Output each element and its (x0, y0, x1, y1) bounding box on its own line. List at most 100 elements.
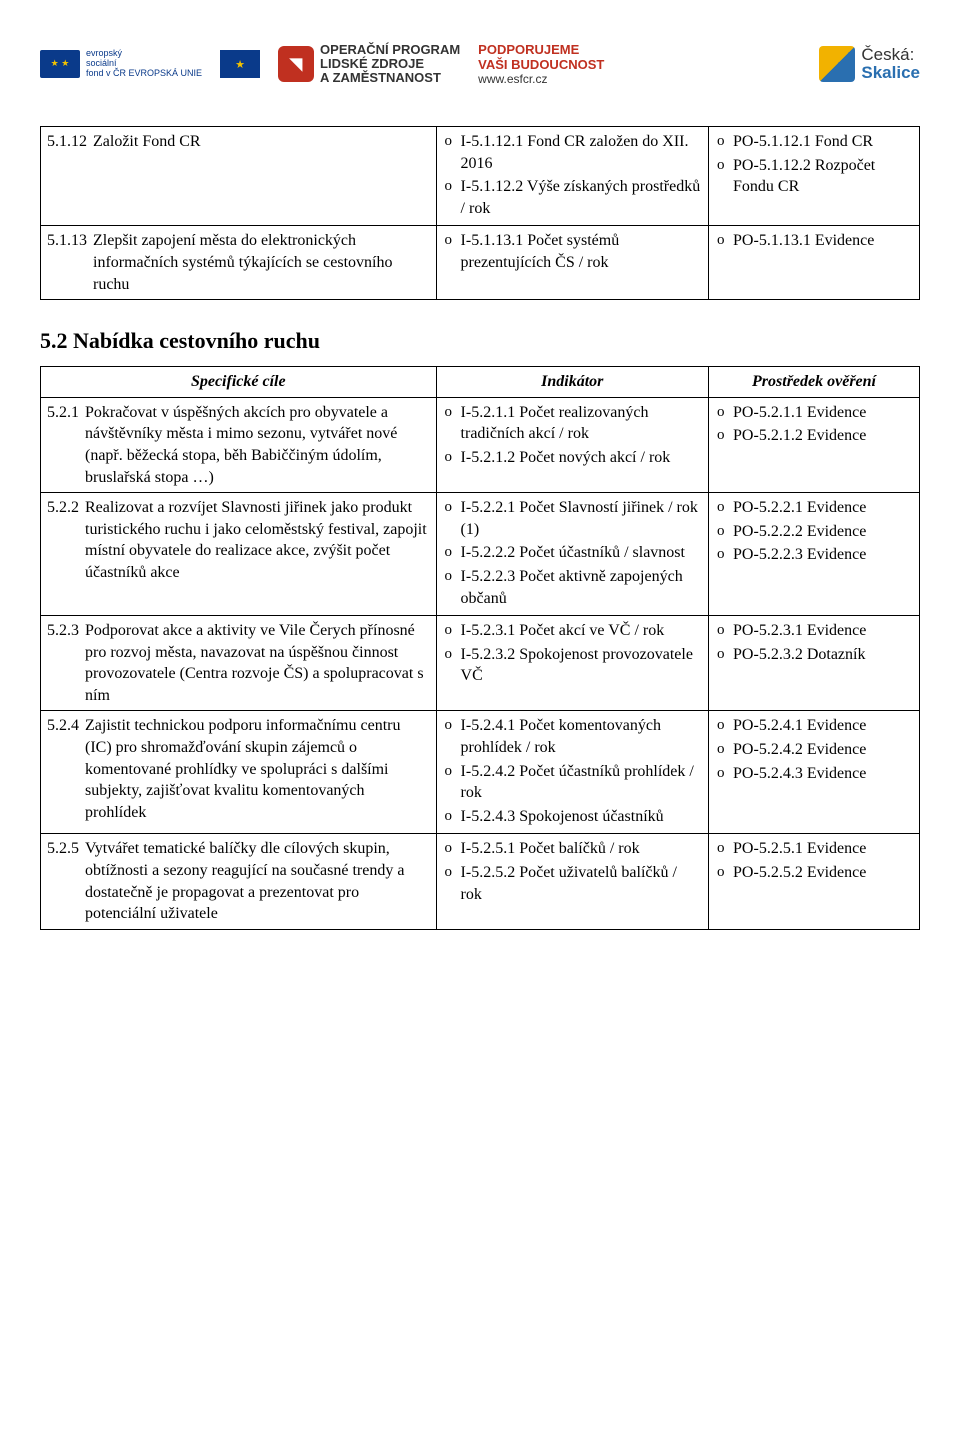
table-row: 5.2.1Pokračovat v úspěšných akcích pro o… (41, 397, 920, 492)
verification-list: PO-5.2.1.1 EvidencePO-5.2.1.2 Evidence (715, 402, 913, 447)
verification-cell: PO-5.2.3.1 EvidencePO-5.2.3.2 Dotazník (709, 616, 920, 711)
goal-description: Podporovat akce a aktivity ve Vile Čeryc… (85, 620, 430, 706)
page: ★ ★ evropský sociální fond v ČR EVROPSKÁ… (0, 0, 960, 970)
pod-line1: PODPORUJEME (478, 42, 604, 57)
verification-item: PO-5.2.2.3 Evidence (715, 544, 913, 566)
indicator-item: I-5.2.2.3 Počet aktivně zapojených občan… (443, 566, 702, 609)
verification-item: PO-5.1.12.1 Fond CR (715, 131, 913, 153)
indicator-item: I-5.2.3.2 Spokojenost provozovatele VČ (443, 644, 702, 687)
verification-item: PO-5.2.2.2 Evidence (715, 521, 913, 543)
pod-line2: VAŠI BUDOUCNOST (478, 57, 604, 72)
table-5-1: 5.1.12Založit Fond CRI-5.1.12.1 Fond CR … (40, 126, 920, 300)
table-5-2-header-row: Specifické cíle Indikátor Prostředek ově… (41, 367, 920, 398)
header-prostredek-overeni: Prostředek ověření (709, 367, 920, 398)
goal-number: 5.2.2 (47, 497, 79, 583)
verification-list: PO-5.1.12.1 Fond CRPO-5.1.12.2 Rozpočet … (715, 131, 913, 198)
verification-item: PO-5.2.3.2 Dotazník (715, 644, 913, 666)
verification-list: PO-5.2.5.1 EvidencePO-5.2.5.2 Evidence (715, 838, 913, 883)
indicator-cell: I-5.2.4.1 Počet komentovaných prohlídek … (436, 711, 708, 834)
skalice-line1: Česká: (861, 46, 920, 64)
verification-item: PO-5.2.2.1 Evidence (715, 497, 913, 519)
goal-description: Zlepšit zapojení města do elektronických… (93, 230, 430, 295)
verification-cell: PO-5.2.5.1 EvidencePO-5.2.5.2 Evidence (709, 834, 920, 929)
indicator-cell: I-5.1.12.1 Fond CR založen do XII. 2016I… (436, 127, 708, 226)
verification-item: PO-5.2.5.1 Evidence (715, 838, 913, 860)
indicator-item: I-5.2.4.1 Počet komentovaných prohlídek … (443, 715, 702, 758)
indicator-list: I-5.1.12.1 Fond CR založen do XII. 2016I… (443, 131, 702, 219)
esf-flag-icon: ★ ★ (40, 50, 80, 78)
indicator-item: I-5.2.5.1 Počet balíčků / rok (443, 838, 702, 860)
indicator-cell: I-5.2.3.1 Počet akcí ve VČ / rokI-5.2.3.… (436, 616, 708, 711)
verification-cell: PO-5.1.13.1 Evidence (709, 226, 920, 300)
table-5-2: Specifické cíle Indikátor Prostředek ově… (40, 366, 920, 930)
goal-cell: 5.1.12Založit Fond CR (41, 127, 437, 226)
goal-cell: 5.2.2Realizovat a rozvíjet Slavnosti jiř… (41, 493, 437, 616)
goal-number: 5.1.13 (47, 230, 87, 295)
esf-logo: ★ ★ evropský sociální fond v ČR EVROPSKÁ… (40, 49, 202, 79)
table-row: 5.2.4Zajistit technickou podporu informa… (41, 711, 920, 834)
logo-bar: ★ ★ evropský sociální fond v ČR EVROPSKÁ… (40, 30, 920, 106)
esf-line3: fond v ČR EVROPSKÁ UNIE (86, 69, 202, 79)
goal-description: Realizovat a rozvíjet Slavnosti jiřinek … (85, 497, 430, 583)
header-specificke-cile: Specifické cíle (41, 367, 437, 398)
esf-logo-text: evropský sociální fond v ČR EVROPSKÁ UNI… (86, 49, 202, 79)
indicator-list: I-5.2.1.1 Počet realizovaných tradičních… (443, 402, 702, 469)
indicator-list: I-5.2.2.1 Počet Slavností jiřinek / rok … (443, 497, 702, 609)
indicator-item: I-5.2.4.2 Počet účastníků prohlídek / ro… (443, 761, 702, 804)
indicator-item: I-5.2.1.2 Počet nových akcí / rok (443, 447, 702, 469)
table-row: 5.2.2Realizovat a rozvíjet Slavnosti jiř… (41, 493, 920, 616)
skalice-line2: Skalice (861, 64, 920, 82)
indicator-item: I-5.2.2.1 Počet Slavností jiřinek / rok … (443, 497, 702, 540)
skalice-logo-text: Česká: Skalice (861, 46, 920, 82)
verification-item: PO-5.2.4.1 Evidence (715, 715, 913, 737)
op-line3: A ZAMĚSTNANOST (320, 71, 460, 85)
verification-list: PO-5.2.3.1 EvidencePO-5.2.3.2 Dotazník (715, 620, 913, 665)
goal-cell: 5.1.13Zlepšit zapojení města do elektron… (41, 226, 437, 300)
table-row: 5.2.3Podporovat akce a aktivity ve Vile … (41, 616, 920, 711)
op-logo: ◥ OPERAČNÍ PROGRAM LIDSKÉ ZDROJE A ZAMĚS… (278, 43, 460, 86)
verification-item: PO-5.1.13.1 Evidence (715, 230, 913, 252)
verification-list: PO-5.2.4.1 EvidencePO-5.2.4.2 EvidencePO… (715, 715, 913, 784)
table-row: 5.1.12Založit Fond CRI-5.1.12.1 Fond CR … (41, 127, 920, 226)
goal-cell: 5.2.3Podporovat akce a aktivity ve Vile … (41, 616, 437, 711)
indicator-item: I-5.2.3.1 Počet akcí ve VČ / rok (443, 620, 702, 642)
goal-description: Pokračovat v úspěšných akcích pro obyvat… (85, 402, 430, 488)
goal-description: Zajistit technickou podporu informačnímu… (85, 715, 430, 823)
indicator-list: I-5.1.13.1 Počet systémů prezentujících … (443, 230, 702, 273)
podporujeme-logo: PODPORUJEME VAŠI BUDOUCNOST www.esfcr.cz (478, 42, 604, 86)
op-icon: ◥ (278, 46, 314, 82)
indicator-cell: I-5.2.1.1 Počet realizovaných tradičních… (436, 397, 708, 492)
skalice-icon (819, 46, 855, 82)
verification-item: PO-5.2.4.2 Evidence (715, 739, 913, 761)
verification-cell: PO-5.1.12.1 Fond CRPO-5.1.12.2 Rozpočet … (709, 127, 920, 226)
table-row: 5.1.13Zlepšit zapojení města do elektron… (41, 226, 920, 300)
indicator-list: I-5.2.4.1 Počet komentovaných prohlídek … (443, 715, 702, 827)
verification-cell: PO-5.2.4.1 EvidencePO-5.2.4.2 EvidencePO… (709, 711, 920, 834)
verification-item: PO-5.2.3.1 Evidence (715, 620, 913, 642)
indicator-item: I-5.2.5.2 Počet uživatelů balíčků / rok (443, 862, 702, 905)
section-5-2-heading: 5.2 Nabídka cestovního ruchu (40, 328, 920, 354)
table-row: 5.2.5Vytvářet tematické balíčky dle cílo… (41, 834, 920, 929)
verification-list: PO-5.2.2.1 EvidencePO-5.2.2.2 EvidencePO… (715, 497, 913, 566)
indicator-item: I-5.2.2.2 Počet účastníků / slavnost (443, 542, 702, 564)
goal-number: 5.2.3 (47, 620, 79, 706)
indicator-list: I-5.2.5.1 Počet balíčků / rokI-5.2.5.2 P… (443, 838, 702, 905)
eu-logo: ★ (220, 50, 260, 78)
goal-cell: 5.2.4Zajistit technickou podporu informa… (41, 711, 437, 834)
verification-cell: PO-5.2.2.1 EvidencePO-5.2.2.2 EvidencePO… (709, 493, 920, 616)
indicator-item: I-5.2.1.1 Počet realizovaných tradičních… (443, 402, 702, 445)
indicator-list: I-5.2.3.1 Počet akcí ve VČ / rokI-5.2.3.… (443, 620, 702, 687)
indicator-cell: I-5.2.5.1 Počet balíčků / rokI-5.2.5.2 P… (436, 834, 708, 929)
indicator-item: I-5.1.12.2 Výše získaných prostředků / r… (443, 176, 702, 219)
op-line2: LIDSKÉ ZDROJE (320, 57, 460, 71)
eu-flag-icon: ★ (220, 50, 260, 78)
verification-cell: PO-5.2.1.1 EvidencePO-5.2.1.2 Evidence (709, 397, 920, 492)
goal-description: Založit Fond CR (93, 131, 430, 153)
op-logo-text: OPERAČNÍ PROGRAM LIDSKÉ ZDROJE A ZAMĚSTN… (320, 43, 460, 86)
indicator-item: I-5.2.4.3 Spokojenost účastníků (443, 806, 702, 828)
goal-description: Vytvářet tematické balíčky dle cílových … (85, 838, 430, 924)
goal-number: 5.2.1 (47, 402, 79, 488)
indicator-cell: I-5.1.13.1 Počet systémů prezentujících … (436, 226, 708, 300)
verification-item: PO-5.2.4.3 Evidence (715, 763, 913, 785)
op-line1: OPERAČNÍ PROGRAM (320, 43, 460, 57)
